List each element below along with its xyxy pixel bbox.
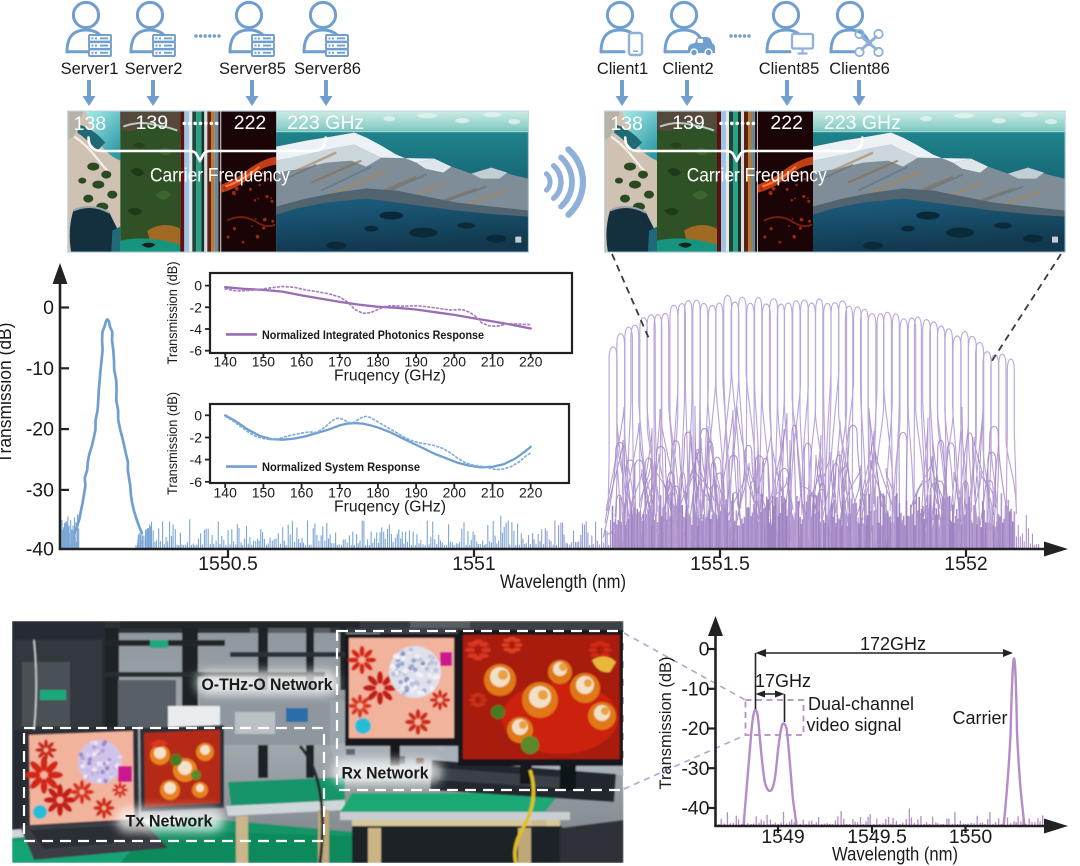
svg-text:1551: 1551	[452, 553, 495, 575]
svg-text:Normalized Integrated Photonic: Normalized Integrated Photonics Response	[262, 328, 484, 342]
svg-text:Client85: Client85	[759, 60, 820, 78]
svg-text:140: 140	[214, 354, 238, 370]
svg-text:-10: -10	[681, 678, 709, 700]
svg-text:Rx Network: Rx Network	[342, 765, 430, 783]
svg-text:Server1: Server1	[61, 60, 119, 78]
svg-text:220: 220	[519, 354, 543, 370]
svg-text:1550.5: 1550.5	[198, 553, 258, 575]
svg-text:Carrier: Carrier	[952, 708, 1007, 728]
svg-text:Normalized System Response: Normalized System Response	[262, 460, 420, 474]
svg-text:-20: -20	[26, 419, 54, 441]
svg-text:17GHz: 17GHz	[755, 671, 811, 691]
svg-text:190: 190	[404, 354, 428, 370]
svg-text:160: 160	[290, 485, 314, 501]
svg-text:200: 200	[443, 354, 467, 370]
svg-text:1552: 1552	[944, 553, 987, 575]
svg-text:0: 0	[43, 297, 54, 319]
svg-text:video signal: video signal	[806, 715, 901, 735]
svg-text:-40: -40	[26, 539, 54, 561]
svg-text:0: 0	[194, 407, 202, 423]
svg-text:150: 150	[252, 485, 276, 501]
svg-text:1551.5: 1551.5	[690, 553, 750, 575]
svg-text:-4: -4	[190, 321, 203, 337]
svg-text:0: 0	[194, 278, 202, 294]
svg-text:220: 220	[519, 485, 543, 501]
svg-text:140: 140	[214, 485, 238, 501]
svg-text:Transmission (dB): Transmission (dB)	[0, 323, 15, 464]
svg-text:-4: -4	[190, 452, 203, 468]
svg-text:Client1: Client1	[597, 60, 648, 78]
svg-text:210: 210	[481, 354, 505, 370]
svg-text:Server85: Server85	[219, 60, 286, 78]
svg-text:180: 180	[366, 485, 390, 501]
svg-text:-30: -30	[26, 479, 54, 501]
svg-text:222: 222	[234, 112, 267, 134]
svg-text:-10: -10	[26, 358, 54, 380]
svg-text:1549: 1549	[761, 826, 804, 848]
svg-text:-6: -6	[190, 343, 203, 359]
svg-text:Server2: Server2	[125, 60, 183, 78]
svg-text:223 GHz: 223 GHz	[287, 112, 364, 134]
svg-text:170: 170	[328, 354, 352, 370]
svg-text:139: 139	[136, 112, 169, 134]
svg-text:172GHz: 172GHz	[860, 634, 926, 654]
svg-text:Client2: Client2	[662, 60, 713, 78]
svg-text:-40: -40	[681, 798, 709, 820]
svg-text:210: 210	[481, 485, 505, 501]
svg-text:-2: -2	[190, 299, 203, 315]
svg-text:Wavelength (nm): Wavelength (nm)	[832, 844, 958, 866]
svg-text:150: 150	[252, 354, 276, 370]
svg-text:Client86: Client86	[829, 60, 890, 78]
svg-text:Transmission (dB): Transmission (dB)	[656, 657, 675, 790]
svg-text:-30: -30	[681, 758, 709, 780]
svg-text:138: 138	[74, 113, 107, 135]
svg-text:180: 180	[366, 354, 390, 370]
svg-text:-2: -2	[190, 429, 203, 445]
svg-text:-6: -6	[190, 474, 203, 490]
svg-text:Carrier Frequency: Carrier Frequency	[150, 166, 290, 187]
svg-text:Wavelength (nm): Wavelength (nm)	[500, 571, 626, 593]
svg-text:1550: 1550	[949, 826, 993, 848]
svg-text:Fruqency (GHz): Fruqency (GHz)	[334, 499, 446, 516]
svg-text:190: 190	[404, 485, 428, 501]
svg-text:1549.5: 1549.5	[847, 826, 907, 848]
svg-text:0: 0	[699, 639, 710, 661]
svg-text:-20: -20	[681, 718, 709, 740]
svg-text:Transmission (dB): Transmission (dB)	[165, 392, 180, 495]
svg-text:160: 160	[290, 354, 314, 370]
svg-text:200: 200	[443, 485, 467, 501]
svg-text:170: 170	[328, 485, 352, 501]
svg-text:Dual-channel: Dual-channel	[808, 694, 914, 714]
svg-text:Fruqency (GHz): Fruqency (GHz)	[334, 368, 446, 385]
svg-text:O-THz-O Network: O-THz-O Network	[202, 676, 334, 694]
svg-text:Tx Network: Tx Network	[126, 813, 214, 831]
svg-text:Server86: Server86	[294, 60, 361, 78]
svg-text:Transmission (dB): Transmission (dB)	[165, 262, 180, 365]
